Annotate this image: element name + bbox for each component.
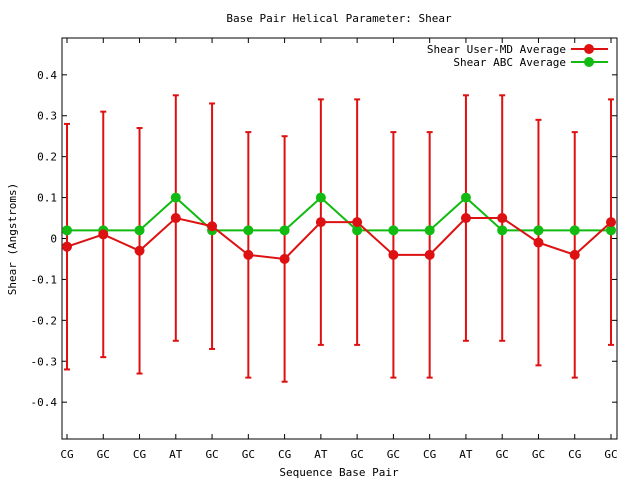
x-tick-label: CG: [423, 448, 436, 461]
data-point-user-md: [388, 249, 399, 260]
data-point-abc: [134, 225, 145, 236]
x-axis: CG GC CG AT GC GC CG AT GC GC CG AT GC GC CG GC: [60, 38, 618, 461]
legend-label-user-md: Shear User-MD Average: [427, 43, 566, 56]
data-point-abc: [424, 225, 435, 236]
data-point-user-md: [170, 213, 181, 224]
data-point-user-md: [62, 241, 72, 252]
x-tick-label: AT: [314, 448, 328, 461]
series-line-abc: [67, 196, 611, 232]
data-point-user-md: [315, 217, 326, 228]
data-point-user-md: [497, 213, 508, 224]
data-point-user-md: [352, 217, 363, 228]
data-point-abc: [315, 192, 326, 203]
data-point-abc: [460, 192, 471, 203]
y-tick-label: 0.4: [37, 69, 57, 82]
y-tick-label: -0.1: [31, 273, 58, 286]
x-tick-label: GC: [242, 448, 255, 461]
y-axis-label: Shear (Angstroms): [6, 183, 19, 296]
data-point-abc: [243, 225, 254, 236]
data-point-user-md: [207, 221, 218, 232]
data-point-user-md: [606, 217, 616, 228]
y-tick-label: 0.2: [37, 151, 57, 164]
data-point-user-md: [533, 237, 544, 248]
legend-marker-abc: [584, 57, 594, 67]
data-point-abc: [606, 225, 616, 236]
x-tick-label: GC: [496, 448, 509, 461]
x-tick-label: CG: [568, 448, 581, 461]
data-point-abc: [279, 225, 290, 236]
y-tick-label: 0.3: [37, 110, 57, 123]
y-tick-label: 0: [50, 233, 57, 246]
x-tick-label: GC: [97, 448, 110, 461]
data-point-abc: [62, 225, 72, 236]
x-tick-label: AT: [459, 448, 473, 461]
data-point-user-md: [460, 213, 471, 224]
y-tick-label: -0.2: [31, 314, 58, 327]
y-axis: -0.4 -0.3 -0.2 -0.1 0 0.1 0.2 0.3 0.4: [31, 69, 617, 409]
legend-marker-user-md: [584, 44, 594, 54]
data-point-abc: [170, 192, 181, 203]
data-point-user-md: [98, 229, 109, 240]
data-point-user-md: [424, 249, 435, 260]
series-line-user-md: [66, 216, 612, 261]
data-point-user-md: [243, 249, 254, 260]
data-point-user-md: [279, 253, 290, 264]
y-tick-label: -0.3: [31, 355, 58, 368]
x-tick-label: GC: [351, 448, 364, 461]
x-tick-label: GC: [205, 448, 218, 461]
chart-title: Base Pair Helical Parameter: Shear: [226, 12, 452, 25]
x-tick-label: CG: [60, 448, 73, 461]
data-point-abc: [569, 225, 580, 236]
x-tick-label: CG: [278, 448, 291, 461]
data-point-abc: [352, 225, 363, 236]
data-point-abc: [388, 225, 399, 236]
data-point-user-md: [569, 249, 580, 260]
x-tick-label: AT: [169, 448, 183, 461]
x-tick-label: CG: [133, 448, 146, 461]
x-tick-label: GC: [532, 448, 545, 461]
data-point-abc: [533, 225, 544, 236]
y-tick-label: 0.1: [37, 192, 57, 205]
y-tick-label: -0.4: [31, 396, 58, 409]
data-point-abc: [497, 225, 508, 236]
data-point-user-md: [134, 245, 145, 256]
legend-label-abc: Shear ABC Average: [453, 56, 566, 69]
series-layer: [62, 192, 616, 264]
x-tick-label: GC: [604, 448, 617, 461]
x-axis-label: Sequence Base Pair: [279, 466, 399, 479]
x-tick-label: GC: [387, 448, 400, 461]
